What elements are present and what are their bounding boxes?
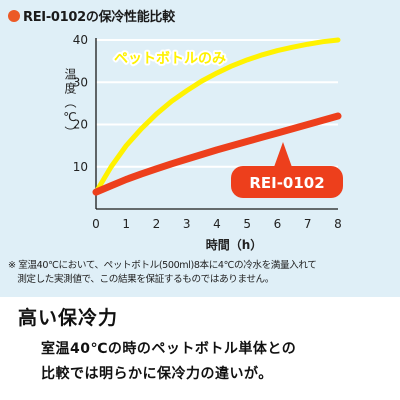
- temperature-chart: 10 20 30 40 0 1 2 3 4 5 6 7 8 ペットボトルのみ REI-0102 温度（℃…: [63, 33, 343, 252]
- x-tick-label: 4: [213, 217, 221, 231]
- x-tick-label: 2: [153, 217, 161, 231]
- x-tick-label: 1: [122, 217, 130, 231]
- bullet-dot-icon: [8, 9, 20, 22]
- chart-panel: [0, 0, 400, 297]
- x-axis-title: 時間（h）: [206, 237, 263, 252]
- description: 室温40℃の時のペットボトル単体との 比較では明らかに保冷力の違いが。: [41, 337, 296, 387]
- chart-title: REI-0102の保冷性能比較: [23, 10, 175, 25]
- y-tick-labels: 10 20 30 40: [73, 33, 88, 174]
- x-tick-label: 7: [304, 217, 312, 231]
- x-tick-label: 6: [274, 217, 282, 231]
- y-tick-label: 10: [73, 160, 88, 174]
- section-heading: 高い保冷力: [18, 307, 119, 329]
- bubble-body: [231, 166, 343, 198]
- description-line-2: 比較では明らかに保冷力の違いが。: [41, 366, 273, 382]
- x-tick-labels: 0 1 2 3 4 5 6 7 8: [92, 217, 342, 231]
- x-tick-label: 0: [92, 217, 100, 231]
- measurement-note: ※ 室温40℃において、ペットボトル(500ml)8本に4℃の冷水を満量入れて …: [8, 260, 317, 285]
- series-label-2: REI-0102: [249, 174, 324, 192]
- series-label-1: ペットボトルのみ: [114, 51, 226, 67]
- series-labels: ペットボトルのみ REI-0102: [112, 49, 343, 198]
- y-tick-label: 30: [73, 75, 88, 89]
- axes: [95, 38, 338, 210]
- x-tick-label: 3: [183, 217, 191, 231]
- axis-titles: 温度（℃） 時間（h）: [63, 68, 262, 252]
- series-label-2-bubble: REI-0102: [231, 142, 343, 198]
- y-axis-title: 温度（℃）: [63, 68, 77, 140]
- series-line-2: [92, 112, 342, 196]
- grid-lines: [96, 39, 338, 168]
- description-line-1: 室温40℃の時のペットボトル単体との: [41, 341, 297, 357]
- series-line-1: [93, 37, 341, 195]
- series-lines: [92, 37, 342, 196]
- y-tick-label: 40: [73, 33, 88, 47]
- bubble-pointer-icon: [274, 142, 293, 170]
- x-tick-label: 8: [334, 217, 342, 231]
- y-tick-label: 20: [73, 118, 88, 132]
- x-tick-label: 5: [243, 217, 251, 231]
- chart-header: REI-0102の保冷性能比較: [8, 6, 175, 25]
